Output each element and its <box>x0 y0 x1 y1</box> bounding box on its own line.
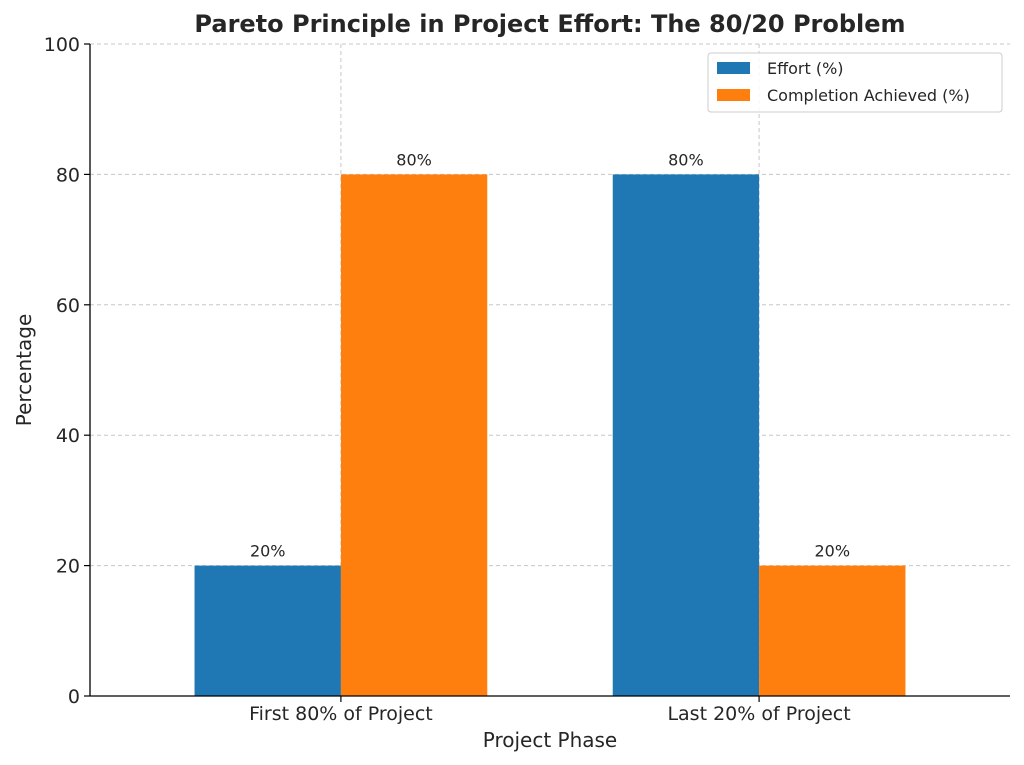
bar-chart: Pareto Principle in Project Effort: The … <box>0 0 1024 765</box>
bar-value-label: 80% <box>668 150 704 169</box>
legend-label-completion: Completion Achieved (%) <box>767 86 970 105</box>
data-labels: 20% 80% 80% 20% <box>250 150 850 560</box>
y-tick-label: 80 <box>56 164 80 186</box>
x-axis-label: Project Phase <box>483 728 618 752</box>
legend-swatch-completion <box>717 89 750 101</box>
y-tick-label: 0 <box>68 686 80 708</box>
bar-value-label: 80% <box>396 150 432 169</box>
bar-series-1-category-1 <box>759 566 905 696</box>
x-tick-label: First 80% of Project <box>249 703 433 725</box>
y-tick-label: 60 <box>56 295 80 317</box>
bar-series-1-category-0 <box>341 174 487 696</box>
y-tick-label: 100 <box>44 34 80 56</box>
y-tick-label: 40 <box>56 425 80 447</box>
bar-value-label: 20% <box>250 542 286 561</box>
y-tick-label: 20 <box>56 556 80 578</box>
legend: Effort (%) Completion Achieved (%) <box>708 53 1002 112</box>
chart-title: Pareto Principle in Project Effort: The … <box>194 10 905 38</box>
legend-swatch-effort <box>717 62 750 74</box>
bar-series-0-category-1 <box>613 174 759 696</box>
bar-series-0-category-0 <box>195 566 341 696</box>
x-tick-label: Last 20% of Project <box>667 703 850 725</box>
bar-value-label: 20% <box>814 542 850 561</box>
y-axis-label: Percentage <box>12 314 36 427</box>
legend-label-effort: Effort (%) <box>767 59 844 78</box>
